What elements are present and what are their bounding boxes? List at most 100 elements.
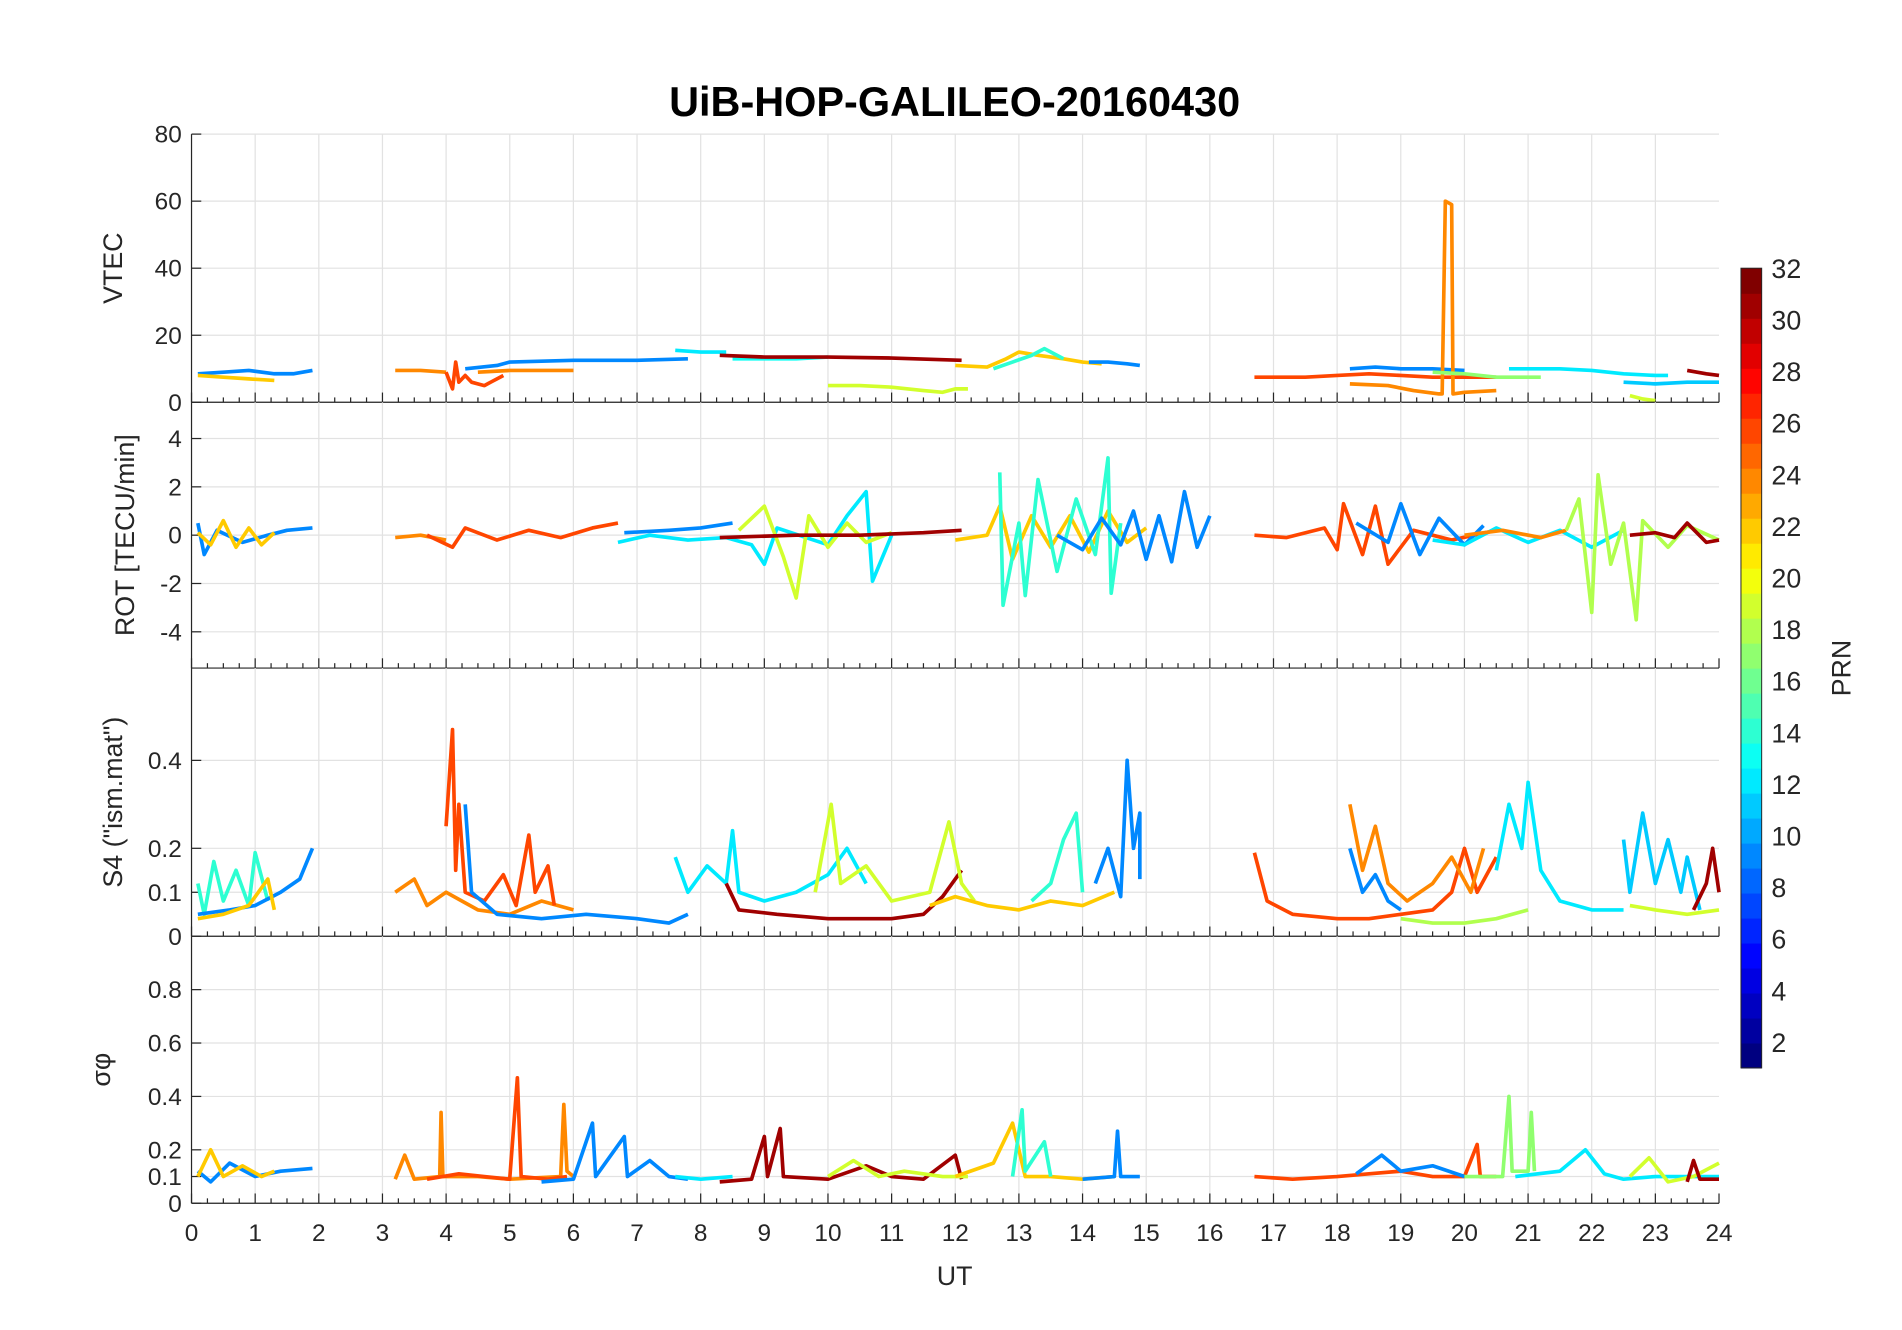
y-axis-label: S4 ("ism.mat"): [98, 717, 128, 888]
series-prn-31: [1691, 846, 1721, 911]
series-prn-19: [1629, 393, 1656, 403]
series-prn-12: [1508, 366, 1669, 378]
series-prn-14: [997, 456, 1123, 608]
series-prn-26: [1252, 846, 1498, 921]
series-prn-14: [196, 850, 270, 917]
colorbar-swatch: [1740, 668, 1762, 694]
y-axis-label: ROT [TECU/min]: [110, 434, 140, 636]
series-prn-12: [1515, 1147, 1720, 1182]
x-tick-label: 5: [503, 1220, 517, 1247]
y-tick-label: 0: [168, 390, 182, 417]
y-tick-label: 0: [168, 924, 182, 951]
colorbar-tick-label: 14: [1771, 718, 1801, 748]
panel-2: -4 -2 0 2 4 ROT [TECU/min]: [110, 402, 1720, 669]
colorbar-tick-label: 10: [1771, 821, 1801, 851]
y-tick-label: 0.8: [148, 977, 182, 1004]
y-tick-label: 40: [155, 256, 182, 283]
colorbar-swatch: [1740, 393, 1762, 419]
colorbar-tick-label: 24: [1771, 460, 1801, 490]
x-tick-label: 15: [1133, 1220, 1160, 1247]
y-tick-label: 80: [155, 122, 182, 149]
series-prn-22: [197, 373, 275, 383]
colorbar-tick-label: 18: [1771, 615, 1801, 645]
series-prn-9: [1093, 758, 1142, 899]
x-tick-label: 21: [1515, 1220, 1542, 1247]
x-tick-label: 0: [185, 1220, 199, 1247]
colorbar-frame: [1740, 267, 1763, 1069]
colorbar-tick-label: 2: [1771, 1028, 1786, 1058]
series-prn-14: [992, 346, 1065, 371]
x-tick-label: 17: [1260, 1220, 1287, 1247]
y-axis-label: σφ: [86, 1053, 116, 1087]
colorbar-swatch: [1740, 942, 1762, 969]
series-prn-24: [1349, 199, 1497, 396]
x-tick-label: 20: [1451, 1220, 1478, 1247]
series-prn-19: [827, 383, 968, 395]
series-prn-9: [1355, 1153, 1466, 1179]
y-tick-label: 0.2: [148, 1137, 182, 1164]
colorbar-tick-label: 16: [1771, 667, 1801, 697]
series-prn-9: [465, 356, 688, 371]
series-prn-14: [1030, 811, 1085, 903]
series-prn-22: [197, 877, 277, 921]
colorbar-swatch: [1740, 368, 1762, 394]
colorbar-swatch: [1740, 643, 1762, 669]
series-prn-9: [1082, 1129, 1140, 1182]
series-prn-9: [197, 368, 313, 376]
colorbar-swatch: [1740, 768, 1762, 794]
series-prn-26: [1254, 371, 1497, 380]
colorbar-swatch: [1740, 418, 1762, 444]
colorbar-tick-label: 28: [1771, 357, 1801, 387]
x-tick-label: 16: [1196, 1220, 1223, 1247]
series-prn-9: [196, 1161, 313, 1184]
x-tick-label: 9: [758, 1220, 772, 1247]
y-tick-label: 0: [168, 1191, 182, 1218]
series-prn-22: [196, 1147, 276, 1179]
series-prn-9: [1349, 365, 1465, 373]
colorbar-tick-label: 20: [1771, 564, 1801, 594]
series-prn-26: [1254, 1142, 1497, 1182]
x-tick-label: 22: [1578, 1220, 1605, 1247]
x-tick-label: 13: [1005, 1220, 1032, 1247]
x-tick-label: 7: [630, 1220, 644, 1247]
colorbar-swatch: [1740, 543, 1762, 569]
series-prn-17: [1464, 1094, 1537, 1179]
colorbar-tick-label: 6: [1771, 925, 1786, 955]
series-prn-24: [395, 368, 447, 375]
colorbar-swatch: [1740, 743, 1762, 769]
colorbar-swatch: [1740, 992, 1762, 1019]
series-prn-9: [196, 522, 313, 557]
series-prn-9: [1088, 360, 1141, 368]
colorbar-swatch: [1740, 1042, 1762, 1069]
series-prn-12: [673, 828, 868, 903]
series-prn-24: [477, 368, 574, 375]
x-axis-label: UT: [937, 1261, 973, 1291]
series-prn-11: [1621, 811, 1702, 911]
series-prn-18: [1564, 472, 1720, 622]
series-prn-19: [827, 1158, 968, 1179]
series-prn-9: [1348, 847, 1402, 912]
series-prn-19: [813, 802, 976, 903]
colorbar-swatch: [1740, 1017, 1762, 1044]
colorbar-swatch: [1740, 518, 1762, 544]
y-tick-label: 20: [155, 323, 182, 350]
y-tick-label: 0.4: [148, 748, 182, 775]
series-prn-9: [541, 1121, 689, 1184]
series-prn-12: [1432, 526, 1625, 550]
x-tick-label: 12: [942, 1220, 969, 1247]
colorbar-swatch: [1740, 967, 1762, 994]
colorbar-tick-label: 22: [1771, 512, 1801, 542]
y-tick-label: 2: [168, 474, 182, 501]
colorbar-swatch: [1740, 593, 1762, 619]
colorbar-swatch: [1740, 618, 1762, 644]
colorbar-tick-label: 30: [1771, 306, 1801, 336]
x-tick-label: 4: [439, 1220, 453, 1247]
colorbar-swatch: [1740, 493, 1762, 519]
colorbar-swatch: [1740, 718, 1762, 744]
series-prn-19: [1629, 903, 1720, 917]
series-prn-31: [724, 869, 964, 921]
series-prn-26: [444, 360, 505, 391]
series-prn-22: [954, 1121, 1115, 1182]
x-tick-label: 2: [312, 1220, 326, 1247]
x-tick-label: 10: [814, 1220, 841, 1247]
